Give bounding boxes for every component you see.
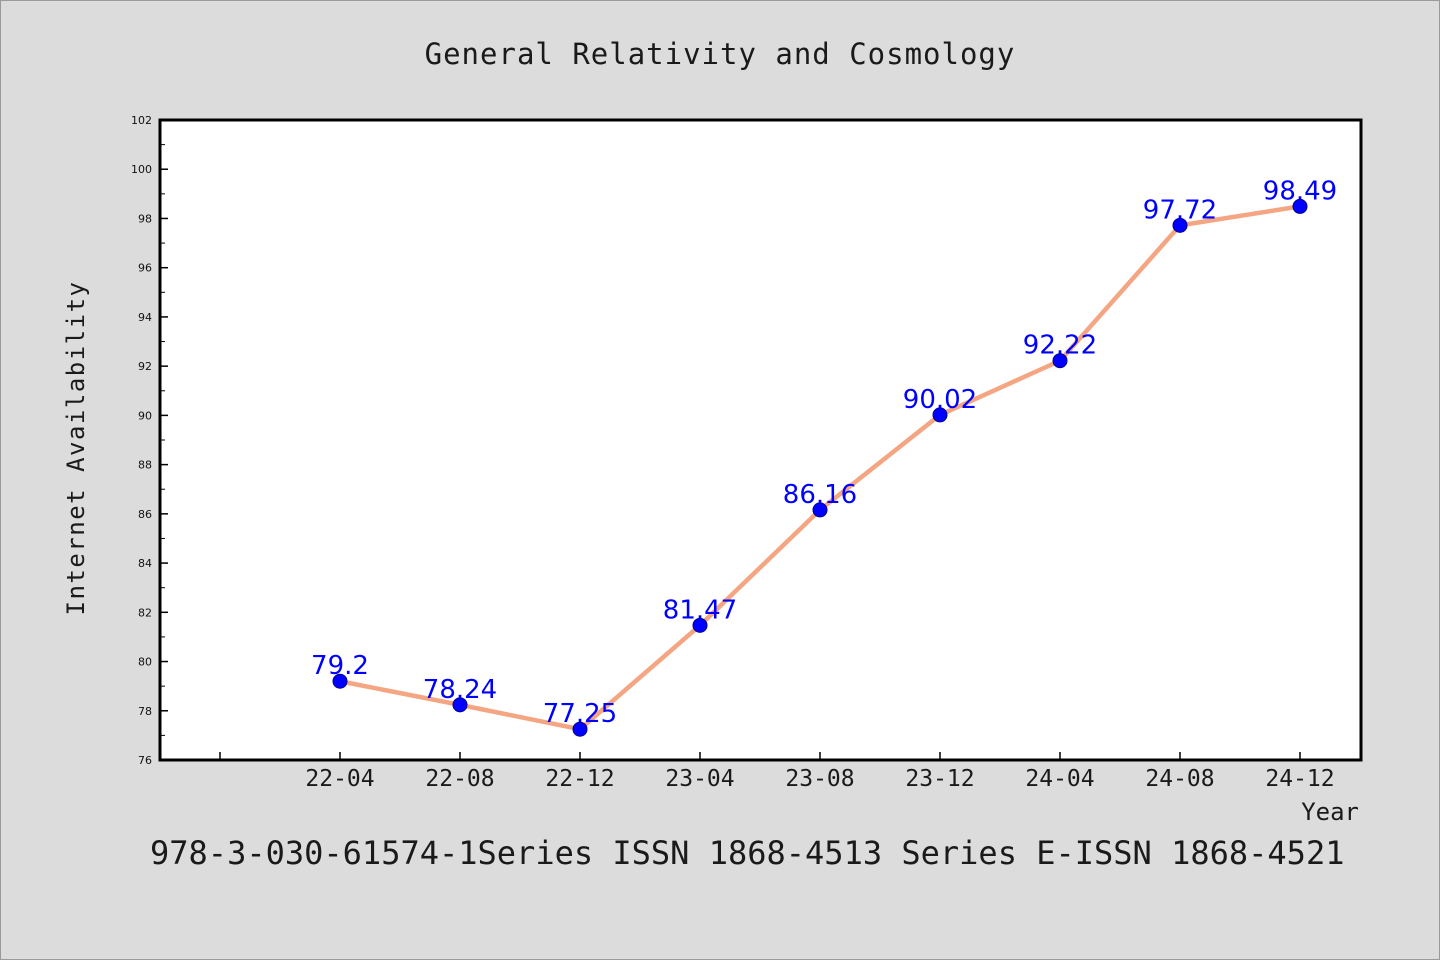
x-tick-label: 22-12 <box>545 766 614 792</box>
y-tick-label: 82 <box>138 606 152 619</box>
x-tick-label: 22-04 <box>305 766 374 792</box>
x-axis-label: Year <box>1301 798 1359 826</box>
data-label: 98.49 <box>1263 176 1337 206</box>
data-label: 86.16 <box>783 480 857 510</box>
data-label: 81.47 <box>663 595 737 625</box>
data-label: 92.22 <box>1023 331 1097 361</box>
y-tick-label: 96 <box>138 262 152 275</box>
x-tick-label: 24-08 <box>1145 766 1214 792</box>
data-label: 77.25 <box>543 699 617 729</box>
y-axis-label: Internet Availability <box>62 281 90 616</box>
x-axis: 22-04 22-08 22-12 23-04 23-08 23-12 24-04 24-08… <box>219 752 1335 792</box>
plot-area <box>158 118 1363 762</box>
x-tick-label: 22-08 <box>425 766 494 792</box>
x-tick-label: 23-04 <box>665 766 734 792</box>
y-tick-label: 84 <box>138 557 152 570</box>
data-point <box>1052 353 1068 369</box>
isbn-caption: 978-3-030-61574-1Series ISSN 1868-4513 S… <box>150 834 1345 872</box>
y-tick-label: 86 <box>138 508 152 521</box>
chart-title: General Relativity and Cosmology <box>425 37 1016 71</box>
y-tick-label: 76 <box>138 754 152 767</box>
data-point <box>932 407 948 423</box>
x-tick-label: 24-04 <box>1025 766 1094 792</box>
data-point <box>572 721 588 737</box>
data-point <box>692 617 708 633</box>
data-point <box>812 502 828 518</box>
y-tick-label: 88 <box>138 459 152 472</box>
data-label: 79.2 <box>311 651 369 681</box>
y-tick-label: 100 <box>131 163 152 176</box>
data-label: 78.24 <box>423 675 497 705</box>
x-tick-label: 23-12 <box>905 766 974 792</box>
data-label: 97.72 <box>1143 195 1217 225</box>
y-tick-label: 102 <box>131 114 152 127</box>
data-series: 79.2 78.24 77.25 81.47 86.16 90.02 92.22 97.72 9… <box>311 176 1337 737</box>
y-tick-label: 80 <box>138 656 152 669</box>
y-tick-label: 90 <box>138 409 152 422</box>
y-tick-label: 98 <box>138 212 152 225</box>
data-point <box>452 697 468 713</box>
y-tick-label: 94 <box>138 311 152 324</box>
y-tick-label: 78 <box>138 705 152 718</box>
data-point <box>1172 217 1188 233</box>
data-label: 90.02 <box>903 385 977 415</box>
y-tick-label: 92 <box>138 360 152 373</box>
y-axis: 76 78 80 82 84 86 88 90 92 94 96 98 100 102 <box>131 114 168 767</box>
x-tick-label: 24-12 <box>1265 766 1334 792</box>
x-tick-label: 23-08 <box>785 766 854 792</box>
data-point <box>1292 198 1308 214</box>
data-point <box>332 673 348 689</box>
